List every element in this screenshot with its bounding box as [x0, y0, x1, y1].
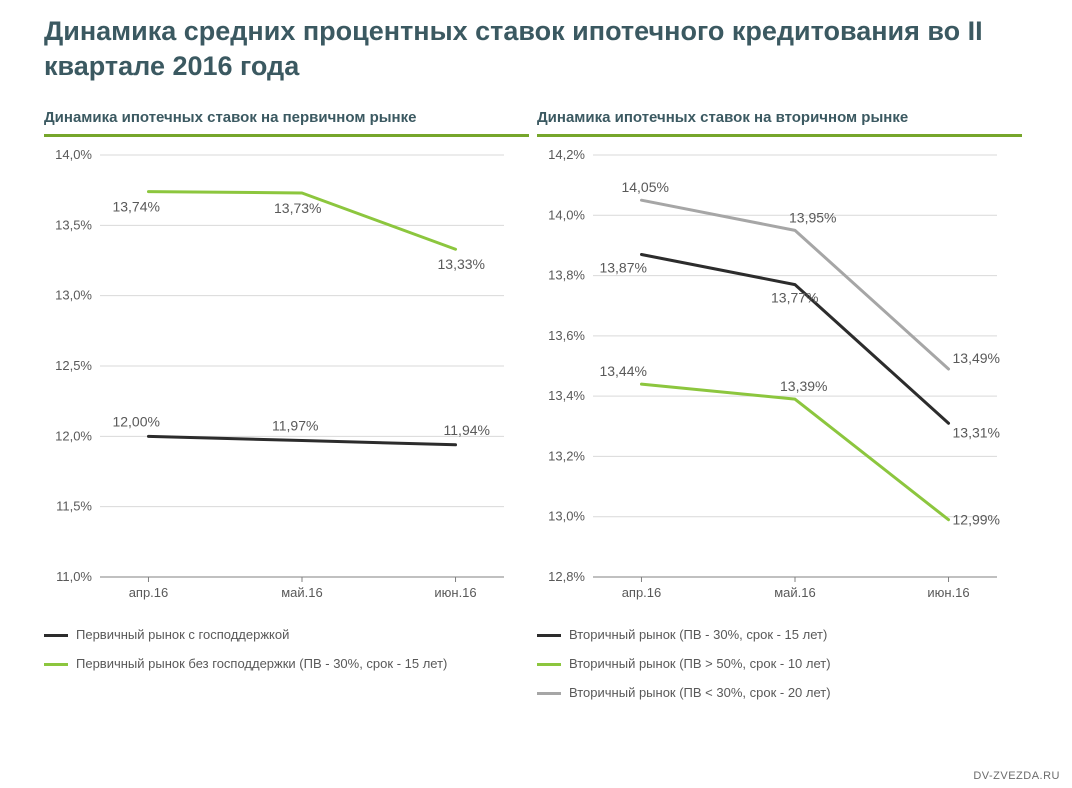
data-label: 13,77%: [771, 290, 818, 306]
y-tick-label: 11,0%: [56, 569, 92, 584]
y-tick-label: 13,8%: [548, 268, 585, 283]
data-label: 13,73%: [274, 200, 321, 216]
y-tick-label: 12,5%: [55, 358, 92, 373]
data-label: 13,95%: [789, 209, 836, 225]
y-tick-label: 13,4%: [548, 388, 585, 403]
y-tick-label: 13,2%: [548, 449, 585, 464]
y-tick-label: 11,5%: [56, 499, 92, 514]
legend-label: Вторичный рынок (ПВ - 30%, срок - 15 лет…: [569, 627, 827, 644]
data-label: 12,00%: [112, 413, 159, 429]
legend-swatch: [44, 663, 68, 666]
data-label: 14,05%: [621, 179, 668, 195]
watermark: DV-ZVEZDA.RU: [973, 770, 1060, 782]
x-tick-label: апр.16: [622, 585, 662, 600]
data-label: 13,44%: [599, 363, 646, 379]
y-tick-label: 14,0%: [548, 207, 585, 222]
y-tick-label: 13,0%: [55, 288, 92, 303]
line-chart-secondary: 12,8% 13,0% 13,2% 13,4% 13,6% 13,8% 14,0% 14,2%…: [537, 137, 1017, 617]
y-tick-label: 12,0%: [55, 428, 92, 443]
page-title: Динамика средних процентных ставок ипоте…: [0, 0, 1072, 91]
series-line: [148, 436, 455, 444]
x-tick-label: май.16: [774, 585, 816, 600]
legend-item: Вторичный рынок (ПВ > 50%, срок - 10 лет…: [537, 656, 1030, 673]
line-chart-primary: 11,0% 11,5% 12,0% 12,5% 13,0% 13,5% 14,0% апр.1…: [44, 137, 524, 617]
chart-col-primary: Динамика ипотечных ставок на первичном р…: [44, 91, 537, 714]
data-label: 13,74%: [112, 199, 159, 215]
legend-swatch: [537, 692, 561, 695]
data-label: 13,33%: [438, 256, 485, 272]
x-tick-label: апр.16: [129, 585, 169, 600]
data-label: 13,31%: [953, 424, 1000, 440]
data-label: 11,94%: [444, 422, 490, 438]
chart-col-secondary: Динамика ипотечных ставок на вторичном р…: [537, 91, 1030, 714]
legend-item: Первичный рынок без господдержки (ПВ - 3…: [44, 656, 537, 673]
x-tick-label: июн.16: [434, 585, 476, 600]
legend-label: Первичный рынок без господдержки (ПВ - 3…: [76, 656, 447, 673]
legend-item: Вторичный рынок (ПВ - 30%, срок - 15 лет…: [537, 627, 1030, 644]
y-tick-label: 14,2%: [548, 147, 585, 162]
y-tick-label: 13,0%: [548, 509, 585, 524]
data-label: 13,49%: [953, 350, 1000, 366]
y-tick-label: 14,0%: [55, 147, 92, 162]
x-tick-label: май.16: [281, 585, 323, 600]
y-tick-label: 12,8%: [548, 569, 585, 584]
data-label: 13,87%: [599, 260, 646, 276]
series-line: [641, 384, 948, 520]
legend-item: Первичный рынок с господдержкой: [44, 627, 537, 644]
legend-label: Вторичный рынок (ПВ > 50%, срок - 10 лет…: [569, 656, 831, 673]
legend-item: Вторичный рынок (ПВ < 30%, срок - 20 лет…: [537, 685, 1030, 702]
legend-swatch: [44, 634, 68, 637]
data-label: 11,97%: [272, 418, 318, 434]
legend-secondary: Вторичный рынок (ПВ - 30%, срок - 15 лет…: [537, 617, 1030, 702]
y-tick-label: 13,6%: [548, 328, 585, 343]
legend-swatch: [537, 663, 561, 666]
chart-title-secondary: Динамика ипотечных ставок на вторичном р…: [537, 91, 1022, 137]
data-label: 13,39%: [780, 378, 827, 394]
charts-row: Динамика ипотечных ставок на первичном р…: [0, 91, 1072, 714]
legend-label: Первичный рынок с господдержкой: [76, 627, 289, 644]
data-label: 12,99%: [953, 512, 1000, 528]
y-tick-label: 13,5%: [55, 217, 92, 232]
x-tick-label: июн.16: [927, 585, 969, 600]
legend-label: Вторичный рынок (ПВ < 30%, срок - 20 лет…: [569, 685, 831, 702]
legend-swatch: [537, 634, 561, 637]
legend-primary: Первичный рынок с господдержкой Первичный…: [44, 617, 537, 673]
chart-title-primary: Динамика ипотечных ставок на первичном р…: [44, 91, 529, 137]
